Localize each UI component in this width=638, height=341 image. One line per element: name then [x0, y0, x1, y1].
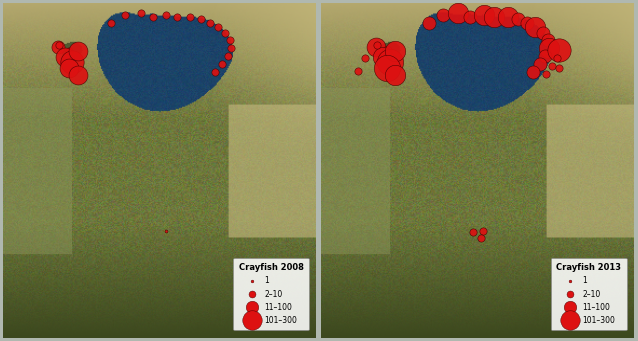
Point — [60, 54, 70, 60]
Legend: 1, 2–10, 11–100, 101–300: 1, 2–10, 11–100, 101–300 — [551, 258, 627, 330]
Point — [390, 72, 401, 78]
Point — [541, 72, 551, 77]
Point — [371, 42, 382, 48]
Point — [353, 68, 363, 74]
Point — [360, 55, 370, 60]
Point — [530, 25, 540, 30]
Point — [454, 11, 464, 16]
Point — [476, 235, 486, 241]
Point — [465, 14, 475, 19]
Point — [185, 14, 195, 19]
Point — [73, 48, 83, 54]
Point — [554, 65, 564, 71]
Point — [54, 42, 64, 48]
Point — [204, 21, 214, 26]
Point — [503, 14, 513, 19]
Point — [468, 229, 478, 235]
Point — [438, 12, 448, 18]
Point — [553, 47, 563, 53]
Point — [390, 48, 401, 54]
Point — [547, 63, 557, 69]
Point — [136, 11, 146, 16]
Point — [223, 53, 233, 58]
Point — [196, 17, 206, 22]
Point — [385, 59, 395, 64]
Point — [64, 65, 74, 70]
Point — [535, 61, 545, 66]
Point — [210, 70, 220, 75]
Point — [522, 21, 532, 26]
Point — [161, 228, 171, 233]
Point — [226, 45, 236, 50]
Point — [161, 12, 172, 18]
Point — [67, 59, 77, 64]
Point — [514, 17, 524, 22]
Point — [53, 44, 63, 49]
Point — [106, 21, 116, 26]
Point — [212, 25, 223, 30]
Point — [382, 65, 392, 70]
Point — [552, 56, 562, 61]
Point — [382, 48, 392, 54]
Point — [478, 228, 489, 233]
Point — [371, 44, 381, 49]
Point — [378, 54, 388, 60]
Point — [147, 14, 158, 19]
Point — [542, 38, 553, 43]
Point — [424, 21, 434, 26]
Point — [479, 12, 489, 18]
Point — [73, 72, 83, 78]
Point — [540, 53, 551, 58]
Point — [528, 70, 538, 75]
Point — [217, 61, 227, 66]
Point — [544, 45, 554, 50]
Point — [489, 15, 500, 20]
Point — [172, 15, 182, 20]
Point — [120, 12, 130, 18]
Point — [64, 48, 74, 54]
Point — [225, 38, 235, 43]
Legend: 1, 2–10, 11–100, 101–300: 1, 2–10, 11–100, 101–300 — [234, 258, 309, 330]
Point — [538, 31, 548, 36]
Point — [220, 31, 230, 36]
